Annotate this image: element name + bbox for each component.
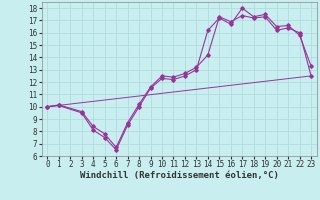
X-axis label: Windchill (Refroidissement éolien,°C): Windchill (Refroidissement éolien,°C) <box>80 171 279 180</box>
